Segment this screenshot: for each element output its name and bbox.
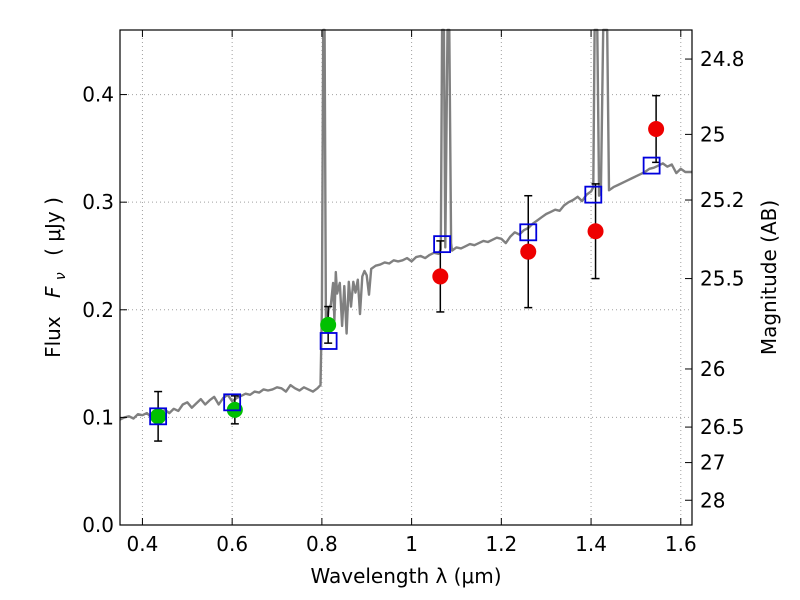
axis-ticks: 0.4 0.6 0.8 1 1.2 1.4 1.6 0.0 0.1 0.2 0.3 0.4 24.8 25… [82,30,745,556]
y-tick-label: 0.2 [82,298,114,322]
y-tick-label: 0.4 [82,83,114,107]
right-tick-label: 24.8 [700,47,745,71]
x-tick-label: 1 [405,532,418,556]
model-square-marker [519,223,538,242]
right-tick-label: 27 [700,451,725,475]
model-square-marker [642,156,661,175]
y-axis-label-symbol: F [41,286,65,298]
x-tick-label: 0.4 [127,532,159,556]
model-square-marker [319,332,338,350]
right-tick-label: 26 [700,357,725,381]
model-square-marker [149,407,168,426]
model-square-marker [584,185,603,204]
y-axis-label: Flux F ν ( μJy ) [41,197,70,358]
y-axis-label-unit: ( μJy ) [41,197,65,256]
plot-frame [119,29,693,526]
red-data-point [648,121,665,137]
y-axis-label-prefix: Flux [41,316,65,358]
red-data-point [587,223,604,240]
y-tick-label: 0.0 [82,513,114,537]
spectrum-line [119,28,692,421]
green-data-point [150,408,167,425]
right-tick-label: 28 [700,488,725,512]
model-square-marker [433,235,452,254]
x-tick-label: 1.4 [575,532,607,556]
right-tick-label: 25 [700,122,725,146]
right-tick-label: 25.2 [700,188,745,212]
y-axis-label-subscript: ν [53,272,69,280]
x-tick-label: 0.6 [216,532,248,556]
model-square-marker [223,393,242,412]
red-data-point [520,243,537,260]
x-tick-label: 0.8 [306,532,338,556]
red-data-point [432,268,449,285]
x-tick-label: 1.2 [485,532,517,556]
right-axis-label: Magnitude (AB) [757,200,781,355]
right-tick-label: 26.5 [700,415,745,439]
grid-lines [120,30,692,526]
green-data-point [320,316,337,333]
right-tick-label: 25.5 [700,267,745,291]
y-tick-label: 0.3 [82,190,114,214]
x-axis-label: Wavelength λ (μm) [310,564,501,588]
x-tick-label: 1.6 [665,532,697,556]
y-tick-label: 0.1 [82,405,114,429]
plot-area [119,28,692,442]
